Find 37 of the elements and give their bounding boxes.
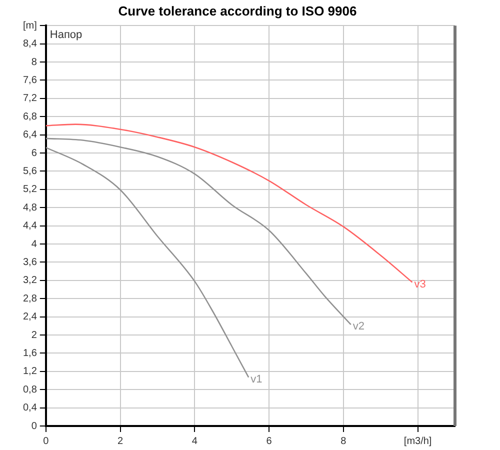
- x-tick-label: [m3/h]: [404, 436, 432, 447]
- y-tick-label: 2: [31, 330, 38, 341]
- line-series: [46, 138, 352, 326]
- y-tick-label: 0,8: [22, 384, 38, 396]
- y-tick-label: 7,2: [22, 93, 38, 104]
- series-label: v1: [250, 373, 262, 386]
- y-tick-label: 4,4: [22, 220, 38, 232]
- y-tick-label: 6: [31, 148, 38, 159]
- x-tick-label: 2: [118, 436, 124, 447]
- y-tick-label: [m]: [23, 20, 38, 32]
- x-tick-label: 8: [340, 436, 347, 447]
- x-tick-label: 4: [192, 436, 198, 447]
- y-tick-label: 0: [31, 420, 38, 432]
- y-tick-label: 6,4: [22, 130, 38, 141]
- y-tick-label: 4: [31, 238, 38, 250]
- y-tick-label: 8,4: [22, 38, 38, 50]
- y-tick-label: 5,6: [22, 166, 38, 177]
- y-tick-label: 6,8: [22, 111, 38, 122]
- x-tick-label: 6: [266, 436, 272, 447]
- y-tick-label: 5,2: [22, 184, 38, 196]
- line-series: [46, 124, 413, 283]
- x-tick-label: 0: [43, 436, 50, 447]
- line-series: [46, 146, 250, 378]
- y-tick-label: 8: [31, 56, 38, 68]
- series-label: v3: [414, 278, 426, 290]
- y-tick-label: 3,6: [22, 256, 38, 268]
- y-tick-label: 7,6: [22, 74, 38, 86]
- y-tick-label: 0,4: [22, 402, 38, 414]
- series-label: v2: [352, 320, 364, 333]
- y-tick-label: 4,8: [22, 202, 38, 214]
- y-tick-label: 2,8: [22, 293, 38, 304]
- y-axis-title: Напор: [50, 29, 82, 42]
- y-tick-label: 1,6: [22, 348, 38, 359]
- y-tick-label: 2,4: [22, 312, 38, 323]
- y-tick-label: 1,2: [22, 366, 38, 378]
- chart-title: Curve tolerance according to ISO 9906: [118, 3, 357, 18]
- y-tick-label: 3,2: [22, 275, 38, 286]
